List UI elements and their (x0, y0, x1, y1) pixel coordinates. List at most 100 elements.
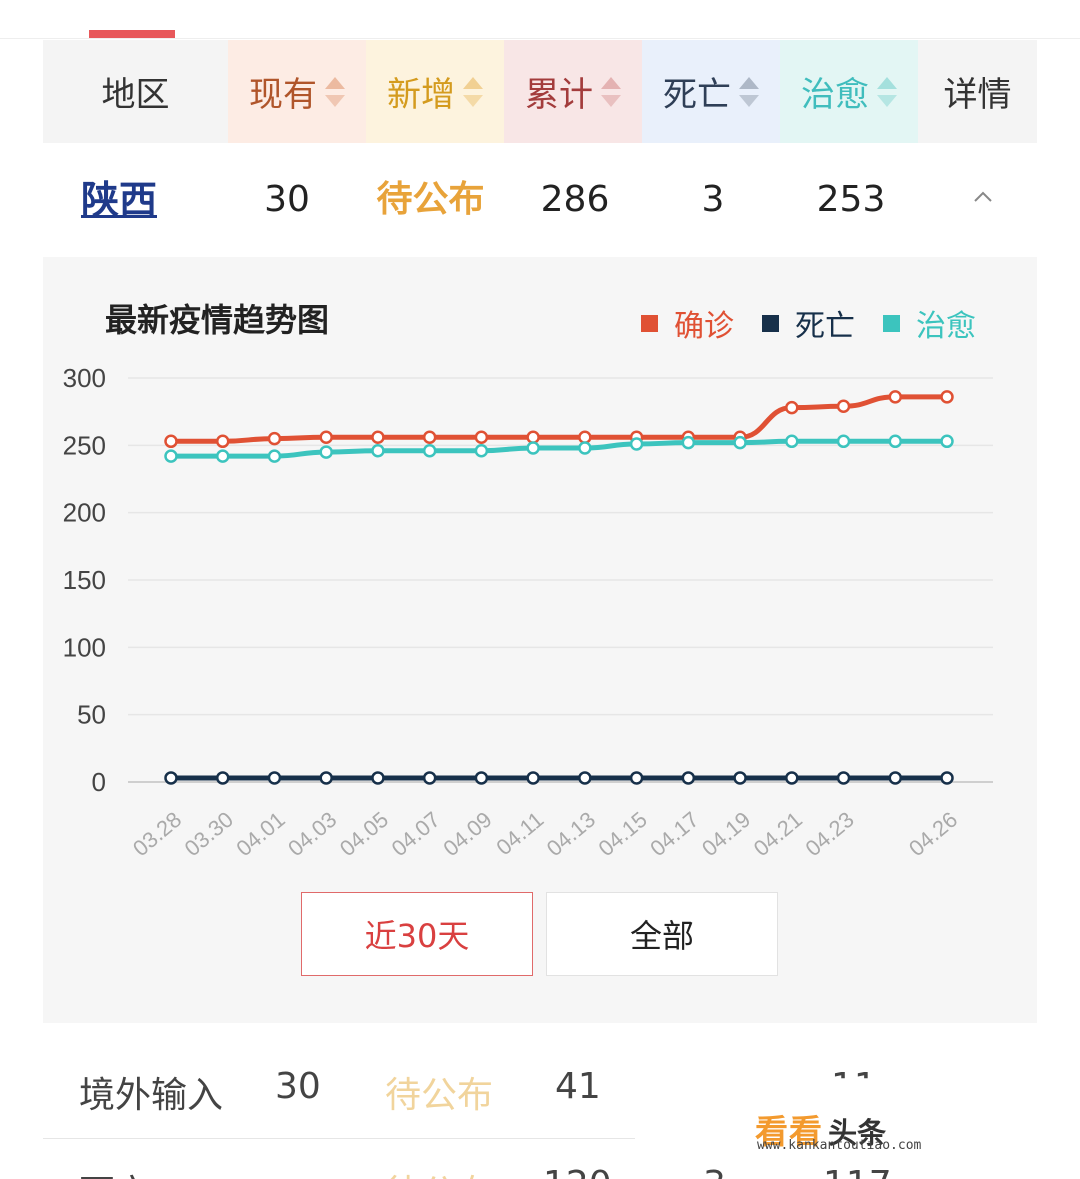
row-new-value: 待公布 (385, 1075, 494, 1116)
death-value: 3 (701, 179, 725, 220)
cured-value: 253 (816, 179, 886, 220)
watermark-logo: 看看 头条 www.kankantoutiao.com (755, 1105, 921, 1153)
data-point (629, 771, 644, 785)
row-total-value: 41 (555, 1066, 601, 1107)
table-row[interactable]: 西安 待公布 120 3 117 (43, 1150, 1037, 1179)
series-line-2 (171, 438, 947, 459)
header-cured-sort[interactable]: 治愈 (780, 40, 918, 143)
data-point (578, 441, 592, 455)
data-point (526, 771, 540, 785)
x-tick-label: 04.19 (697, 807, 755, 862)
data-point (215, 771, 230, 785)
row-region-name: 西安 (79, 1164, 151, 1179)
total-value: 286 (540, 179, 610, 220)
row-divider (43, 1138, 635, 1139)
sort-arrows-icon (601, 74, 621, 110)
watermark-text-2: 头条 (828, 1116, 887, 1150)
data-point (422, 771, 437, 785)
all-time-button[interactable]: 全部 (546, 892, 778, 976)
series-line-0 (171, 394, 947, 444)
row-cured-value: 11 (831, 1066, 877, 1107)
sort-arrows-icon (877, 74, 897, 110)
recent-30-days-button[interactable]: 近30天 (301, 892, 533, 976)
legend-confirmed[interactable]: 确诊 (641, 301, 734, 345)
data-point (940, 434, 954, 449)
province-row[interactable]: 陕西 30 待公布 286 3 253 (43, 143, 1037, 257)
row-region-name: 境外输入 (79, 1075, 224, 1116)
data-point (422, 430, 437, 445)
header-death-sort[interactable]: 死亡 (642, 40, 780, 143)
x-tick-label: 04.09 (438, 807, 496, 862)
data-point (526, 430, 540, 445)
data-point (164, 434, 178, 449)
chevron-up-icon[interactable] (973, 187, 993, 207)
y-tick-label: 300 (63, 363, 106, 393)
sort-arrows-icon (325, 74, 345, 110)
data-point (526, 441, 540, 455)
header-region: 地区 (43, 40, 228, 143)
x-tick-label: 04.07 (387, 807, 445, 862)
data-point (940, 390, 954, 404)
legend-swatch (883, 314, 900, 332)
data-point (371, 430, 385, 445)
legend-cured[interactable]: 治愈 (883, 301, 976, 345)
watermark-url: www.kankantoutiao.com (757, 1138, 922, 1153)
header-new-label: 新增 (387, 75, 455, 115)
data-point (888, 390, 903, 404)
trend-chart-panel: 最新疫情趋势图 确诊 死亡 治愈 0 50 100 150 200 250 300 03.28… (43, 257, 1037, 1023)
x-tick-label: 04.17 (645, 807, 703, 862)
x-tick-label: 04.21 (749, 807, 807, 862)
legend-swatch (762, 314, 779, 332)
x-tick-label: 04.23 (800, 807, 858, 862)
legend-death[interactable]: 死亡 (762, 301, 855, 345)
data-point (267, 771, 282, 785)
x-tick-label: 04.03 (283, 807, 341, 862)
data-point (940, 771, 954, 785)
data-point (474, 443, 489, 458)
data-point (888, 771, 903, 785)
sort-arrows-icon (463, 74, 483, 110)
watermark-text-1: 看看 (755, 1112, 823, 1151)
active-tab-indicator (89, 30, 175, 38)
header-new-sort[interactable]: 新增 (366, 40, 504, 143)
data-point (474, 771, 489, 785)
data-point (267, 449, 282, 463)
data-point (785, 434, 799, 449)
x-tick-label: 04.15 (594, 807, 652, 862)
row-current-value: 30 (275, 1066, 321, 1107)
data-point (267, 431, 282, 446)
header-current-sort[interactable]: 现有 (228, 40, 366, 143)
data-point (733, 435, 747, 450)
new-value: 待公布 (376, 179, 485, 220)
table-row[interactable]: 境外输入 30 待公布 41 11 (43, 1040, 1037, 1140)
data-point (836, 771, 851, 785)
table-header: 地区 现有 新增 累计 死亡 治愈 详情 (43, 40, 1037, 143)
y-tick-label: 250 (63, 430, 106, 460)
row-death-value: 3 (703, 1164, 726, 1179)
row-cured-value: 117 (823, 1164, 892, 1179)
header-cured-label: 治愈 (801, 75, 869, 115)
y-tick-label: 150 (63, 565, 106, 595)
header-detail: 详情 (918, 40, 1037, 143)
region-link[interactable]: 陕西 (80, 178, 157, 222)
data-point (319, 771, 333, 785)
data-point (215, 449, 230, 463)
data-point (422, 443, 437, 458)
current-value: 30 (264, 179, 310, 220)
chart-title: 最新疫情趋势图 (105, 301, 330, 339)
y-tick-label: 100 (63, 632, 106, 662)
x-tick-label: 04.26 (904, 807, 962, 862)
x-tick-label: 04.11 (491, 807, 548, 860)
y-tick-label: 200 (63, 498, 106, 528)
x-tick-label: 04.13 (542, 807, 600, 862)
trend-line-chart: 05010015020025030003.2803.3004.0104.0304… (63, 363, 993, 862)
x-tick-label: 03.28 (128, 807, 186, 862)
data-point (681, 771, 696, 785)
data-point (578, 430, 592, 445)
data-point (578, 771, 592, 785)
data-point (215, 434, 230, 449)
legend-swatch (641, 314, 658, 332)
data-point (733, 771, 747, 785)
header-death-label: 死亡 (663, 75, 731, 115)
header-total-sort[interactable]: 累计 (504, 40, 642, 143)
